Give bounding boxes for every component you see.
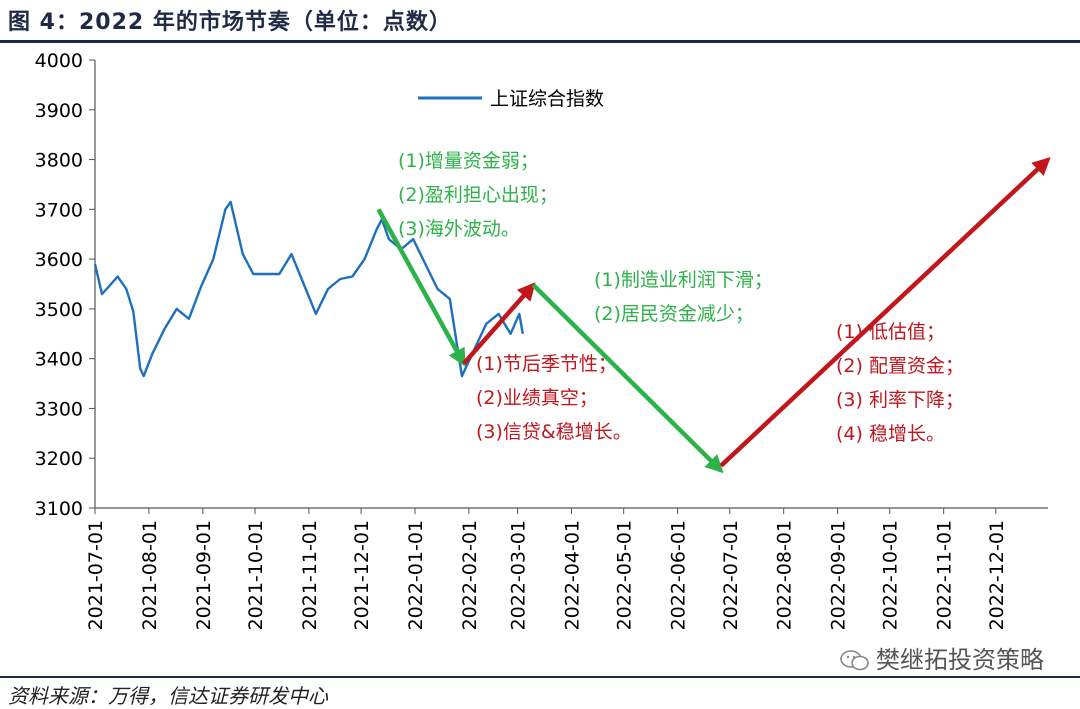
- y-tick-label: 4000: [35, 50, 83, 72]
- trend-arrow-green: [376, 208, 466, 367]
- annotation-line: (4) 稳增长。: [836, 423, 945, 445]
- legend: 上证综合指数: [418, 88, 604, 110]
- x-tick-label: 2022-03-01: [508, 520, 530, 630]
- annotation-line: (1)节后季节性；: [476, 353, 617, 375]
- series-line-shanghai-composite: [93, 200, 524, 378]
- figure-title: 图 4：2022 年的市场节奏（单位：点数）: [8, 10, 452, 35]
- annotation-layer: (1)增量资金弱； (2)盈利担心出现； (3)海外波动。 (1)制造业利润下滑； (2…: [398, 150, 964, 445]
- x-tick-label: 2022-12-01: [986, 520, 1008, 630]
- annotation-line: (3)信贷&稳增长。: [476, 421, 632, 443]
- y-tick-label: 3300: [35, 398, 83, 420]
- y-tick-label: 3500: [35, 299, 83, 321]
- annotation-line: (1)制造业利润下滑；: [594, 269, 773, 291]
- x-tick-label: 2022-10-01: [880, 520, 902, 630]
- x-tick-label: 2022-08-01: [774, 520, 796, 630]
- trend-arrow-red: [719, 157, 1051, 468]
- y-tick-label: 3400: [35, 349, 83, 371]
- x-tick-label: 2021-09-01: [193, 520, 215, 630]
- annotation-line: (1)增量资金弱；: [398, 150, 539, 172]
- arrow-layer: [376, 157, 1051, 474]
- trend-arrow-red: [461, 282, 536, 366]
- wechat-icon: [840, 650, 869, 671]
- y-tick-label: 3900: [35, 100, 83, 122]
- annotation-line: (2)居民资金减少；: [594, 303, 754, 325]
- annotation-line: (3) 利率下降；: [836, 389, 964, 411]
- x-tick-label: 2021-12-01: [351, 520, 373, 630]
- trend-arrow-green: [531, 283, 724, 474]
- y-tick-labels: 3100 3200 3300 3400 3500 3600 3700 3800 3900 4000: [35, 50, 95, 520]
- x-tick-label: 2021-07-01: [85, 520, 107, 630]
- y-tick-label: 3200: [35, 448, 83, 470]
- x-tick-label: 2022-06-01: [668, 520, 690, 630]
- x-tick-label: 2021-11-01: [299, 520, 321, 630]
- legend-label: 上证综合指数: [490, 88, 604, 110]
- x-tick-label: 2022-05-01: [614, 520, 636, 630]
- x-tick-label: 2022-01-01: [405, 520, 427, 630]
- annotation-line: (2)盈利担心出现；: [398, 184, 558, 206]
- annotation-line: (2)业绩真空；: [476, 387, 598, 409]
- x-tick-label: 2022-04-01: [562, 520, 584, 630]
- x-tick-labels: 2021-07-01 2021-08-01 2021-09-01 2021-10-01…: [85, 508, 1008, 630]
- watermark: 樊继拓投资策略: [840, 640, 1044, 675]
- x-tick-label: 2022-07-01: [720, 520, 742, 630]
- x-tick-label: 2021-10-01: [245, 520, 267, 630]
- series-layer: [93, 200, 524, 378]
- annotation-line: (1) 低估值；: [836, 321, 945, 343]
- annotation-line: (2) 配置资金；: [836, 355, 964, 377]
- y-tick-label: 3800: [35, 150, 83, 172]
- x-tick-label: 2022-09-01: [828, 520, 850, 630]
- x-tick-label: 2022-11-01: [934, 520, 956, 630]
- watermark-text: 樊继拓投资策略: [876, 646, 1044, 674]
- y-tick-label: 3100: [35, 498, 83, 520]
- line-chart: 3100 3200 3300 3400 3500 3600 3700 3800 3900 4000…: [35, 50, 1051, 630]
- footer-rule: [0, 676, 1080, 678]
- y-tick-label: 3600: [35, 249, 83, 271]
- x-tick-label: 2021-08-01: [139, 520, 161, 630]
- x-tick-label: 2022-02-01: [459, 520, 481, 630]
- title-rule: [0, 40, 1080, 43]
- y-tick-label: 3700: [35, 199, 83, 221]
- annotation-line: (3)海外波动。: [398, 218, 520, 240]
- source-note: 资料来源：万得，信达证券研发中心: [8, 684, 328, 708]
